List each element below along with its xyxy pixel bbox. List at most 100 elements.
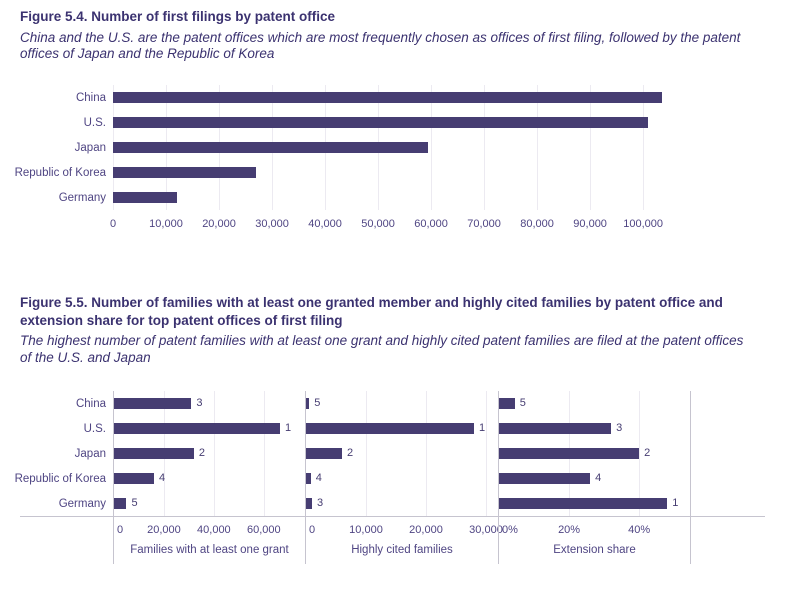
bar — [113, 117, 649, 129]
bar — [113, 167, 257, 179]
bar-row: 4 — [499, 466, 690, 491]
tick-label: 80,000 — [520, 218, 554, 231]
bar — [114, 498, 127, 510]
axis-spacer — [20, 517, 113, 564]
bar-row: 3 — [306, 491, 498, 516]
category-axis: China U.S. Japan Republic of Korea Germany — [14, 85, 113, 210]
first-filings-bar-chart: China U.S. Japan Republic of Korea Germany 0… — [14, 85, 765, 236]
bar-row — [113, 110, 720, 135]
tick-label: 20,000 — [409, 524, 443, 537]
figure-5-5-subtitle: The highest number of patent families wi… — [20, 333, 744, 366]
tick-label: 0 — [309, 524, 316, 537]
bar-row: 4 — [114, 466, 305, 491]
bar-row: 1 — [499, 491, 690, 516]
bar-row: 5 — [499, 391, 690, 416]
rank-label: 4 — [595, 472, 602, 485]
bar — [114, 473, 154, 485]
panel-row-band: China U.S. Japan Republic of Korea Germany 3… — [15, 391, 765, 518]
category-label: Germany — [58, 191, 106, 204]
tick-label: 40,000 — [197, 524, 231, 537]
rank-label: 1 — [479, 422, 486, 435]
gridline — [484, 85, 486, 211]
tick-label: 70,000 — [467, 218, 501, 231]
axis-caption: Extension share — [553, 544, 636, 557]
category-label: Republic of Korea — [14, 166, 106, 179]
gridline — [639, 391, 641, 517]
rank-label: 5 — [314, 397, 321, 410]
tick-label: 60,000 — [414, 218, 448, 231]
tick-label: 20,000 — [202, 218, 236, 231]
rank-label: 3 — [616, 422, 623, 435]
rank-label: 1 — [672, 497, 679, 510]
bar-row — [113, 85, 720, 110]
bar — [114, 398, 192, 410]
rank-label: 2 — [347, 447, 354, 460]
bar — [499, 423, 612, 435]
tick-label: 0% — [502, 524, 518, 537]
bar — [113, 92, 662, 104]
figure-5-5-title: Figure 5.5. Number of families with at l… — [20, 295, 723, 328]
bar-row — [113, 135, 720, 160]
category-label: U.S. — [83, 116, 106, 129]
category-label: U.S. — [83, 422, 106, 435]
tick-label: 90,000 — [573, 218, 607, 231]
tick-label: 10,000 — [149, 218, 183, 231]
bar — [114, 448, 194, 460]
bar — [306, 473, 311, 485]
category-label: Germany — [58, 497, 106, 510]
figure-5-4-section: Figure 5.4. Number of first filings by p… — [14, 8, 765, 236]
gridline — [537, 85, 539, 211]
panel-highly-cited: 5 1 2 4 3 — [305, 391, 498, 517]
category-axis: China U.S. Japan Republic of Korea Germany — [15, 391, 113, 516]
rank-label: 4 — [315, 472, 322, 485]
bar-row: 4 — [306, 466, 498, 491]
category-label: China — [75, 397, 106, 410]
tick-label: 60,000 — [246, 524, 281, 537]
rank-label: 1 — [285, 422, 292, 435]
tick-label: 40,000 — [308, 218, 342, 231]
category-label: Japan — [74, 447, 106, 460]
bar — [499, 473, 591, 485]
axis-caption: Highly cited families — [351, 544, 453, 557]
bar — [113, 192, 177, 204]
bar-row: 2 — [114, 441, 305, 466]
bar — [499, 398, 515, 410]
bar-row — [113, 185, 720, 210]
category-label: China — [75, 91, 106, 104]
x-axis: 0 10,000 20,000 30,000 40,000 50,000 60,000 70,… — [109, 210, 720, 236]
rank-label: 5 — [131, 497, 138, 510]
panel-extension-share: 5 3 2 4 1 — [498, 391, 691, 517]
x-axis-extension-share: 0% 20% 40% Extension share — [498, 517, 691, 565]
panel-axis-band: 0 20,000 40,000 60,000 Families with at leas… — [20, 517, 765, 565]
bar-row: 3 — [499, 416, 690, 441]
bar-row: 1 — [306, 416, 498, 441]
gridline — [486, 391, 487, 517]
figure-5-4-title: Figure 5.4. Number of first filings by p… — [20, 9, 336, 24]
bar — [499, 498, 668, 510]
gridline — [213, 391, 215, 517]
bar-row: 5 — [306, 391, 498, 416]
three-panel-bar-chart: China U.S. Japan Republic of Korea Germany 3… — [15, 391, 765, 565]
rank-label: 3 — [196, 397, 203, 410]
figure-5-5-section: Figure 5.5. Number of families with at l… — [15, 294, 765, 565]
tick-label: 10,000 — [349, 524, 383, 537]
gridline — [263, 391, 265, 517]
gridline — [643, 85, 645, 211]
tick-label: 0 — [117, 524, 124, 537]
category-label: Japan — [74, 141, 106, 154]
panel-families-with-grant: 3 1 2 4 5 — [113, 391, 305, 517]
bar-row: 3 — [114, 391, 305, 416]
rank-label: 3 — [317, 497, 324, 510]
x-axis-highly-cited: 0 10,000 20,000 30,000 Highly cited families — [305, 517, 503, 565]
rank-label: 2 — [198, 447, 206, 460]
bar — [306, 398, 310, 410]
tick-label: 0 — [109, 218, 117, 231]
rank-label: 5 — [519, 397, 526, 410]
bar-row: 2 — [306, 441, 498, 466]
rank-label: 2 — [644, 447, 651, 460]
rank-label: 4 — [158, 472, 166, 485]
tick-label: 50,000 — [361, 218, 395, 231]
gridline — [590, 85, 592, 211]
bar-row — [113, 160, 720, 185]
plot-area — [113, 85, 720, 211]
